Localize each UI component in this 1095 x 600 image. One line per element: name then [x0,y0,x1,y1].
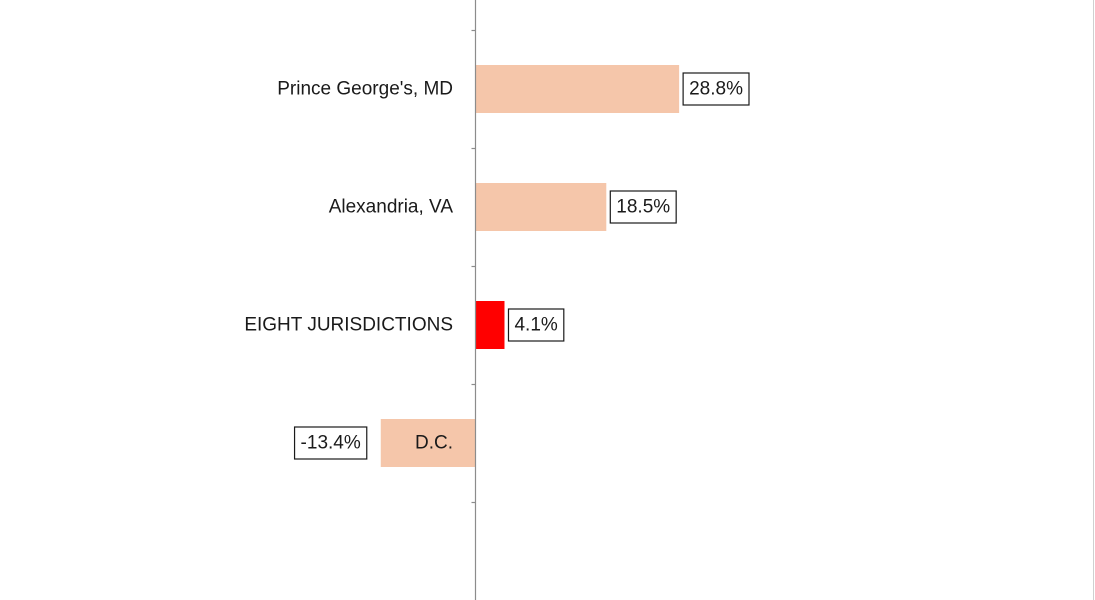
data-label-text: 18.5% [616,197,670,218]
bar-d-c [380,419,476,467]
data-label-box [609,190,677,224]
category-label-eight-jurisdictions: EIGHT JURISDICTIONS [244,315,453,336]
data-label-d-c: -13.4% [293,426,368,460]
category-label-alexandria-va: Alexandria, VA [329,197,454,218]
data-label-box [293,426,368,460]
data-label-prince-george-s-md: 28.8% [682,72,750,106]
bar-eight-jurisdictions [475,301,505,349]
data-label-box [507,308,565,342]
category-label-prince-george-s-md: Prince George's, MD [277,79,453,100]
bar-prince-george-s-md [475,65,680,113]
category-label-d-c: D.C. [415,433,453,454]
data-label-box [682,72,750,106]
data-label-text: -13.4% [301,433,361,454]
bar-alexandria-va [475,183,607,231]
data-label-text: 28.8% [689,79,743,100]
data-label-text: 4.1% [514,315,557,336]
labels: Arlington, VA32.5%Prince George's, MD28.… [244,72,750,460]
bars [380,65,680,467]
data-label-eight-jurisdictions: 4.1% [507,308,565,342]
data-label-alexandria-va: 18.5% [609,190,677,224]
axis-ticks [471,29,476,504]
